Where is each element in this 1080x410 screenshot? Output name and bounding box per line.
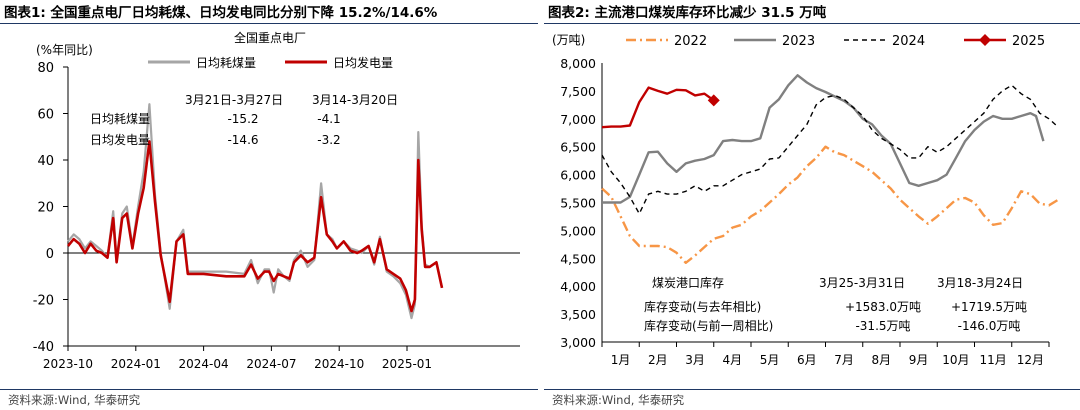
x-tick-label: 2024-01 — [111, 357, 161, 371]
x-tick-label: 6月 — [797, 353, 817, 367]
y-tick-label: 4,000 — [560, 279, 596, 294]
y-tick-label: 7,000 — [560, 112, 596, 127]
y-tick-label: -40 — [33, 340, 54, 355]
table-cell: -14.6 — [227, 133, 258, 147]
y-tick-label: 3,500 — [560, 307, 596, 322]
table-header: 3月14-3月20日 — [312, 93, 398, 107]
legend-label: 2024 — [892, 34, 925, 49]
y-tick-label: 3,000 — [560, 335, 596, 350]
series-end-marker — [707, 94, 720, 107]
y-tick-label: 40 — [37, 154, 54, 169]
series-line-日均发电量 — [66, 140, 444, 313]
y-axis-label: (万吨) — [552, 33, 585, 47]
table-cell: -3.2 — [317, 133, 340, 147]
x-tick-label: 9月 — [909, 353, 929, 367]
table-row-label: 日均发电量 — [90, 132, 150, 147]
table-row-label: 日均耗煤量 — [90, 112, 150, 126]
chart-panel-power-plants: 图表1: 全国重点电厂日均耗煤、日均发电同比分别下降 15.2%/14.6% 全… — [0, 0, 538, 410]
x-tick-label: 10月 — [942, 353, 969, 367]
y-tick-label: 7,500 — [560, 84, 596, 99]
x-tick-label: 2025-01 — [382, 357, 432, 371]
source-note: 资料来源:Wind, 华泰研究 — [552, 393, 685, 407]
y-tick-label: 5,500 — [560, 196, 596, 211]
x-tick-label: 12月 — [1017, 353, 1044, 367]
source-note: 资料来源:Wind, 华泰研究 — [8, 393, 141, 407]
power-plant-yoy-chart: 全国重点电厂 (%年同比) -40 -20 0 20 40 60 80 2023-10 2024-0… — [33, 30, 520, 371]
x-tick-label: 7月 — [834, 353, 854, 367]
chart-panel-title: 图表1: 全国重点电厂日均耗煤、日均发电同比分别下降 15.2%/14.6% — [4, 5, 438, 21]
series-line-2022 — [601, 145, 1059, 264]
legend-label: 2025 — [1012, 34, 1045, 49]
source-divider — [544, 389, 1080, 390]
source-divider — [0, 389, 538, 390]
chart-title: 全国重点电厂 — [234, 30, 306, 45]
table-row-label: 库存变动(与去年相比) — [644, 299, 761, 314]
x-tick-label: 5月 — [760, 353, 780, 367]
x-tick-label: 2024-10 — [314, 357, 364, 371]
table-header: 3月18-3月24日 — [937, 276, 1023, 290]
legend-marker — [979, 34, 991, 46]
chart-panel-port-inventory: 图表2: 主流港口煤炭库存环比减少 31.5 万吨 (万吨) 3,000 3,500… — [544, 0, 1080, 410]
title-divider — [0, 23, 538, 24]
x-tick-label: 4月 — [723, 353, 743, 367]
table-header: 3月25-3月31日 — [819, 276, 905, 290]
y-tick-label: 5,000 — [560, 223, 596, 238]
y-tick-label: 0 — [46, 247, 54, 262]
legend-label: 日均耗煤量 — [196, 56, 256, 70]
table-cell: -146.0万吨 — [958, 319, 1021, 333]
table-cell: -4.1 — [317, 112, 340, 126]
legend-label: 2023 — [782, 34, 815, 49]
y-tick-label: 8,000 — [560, 56, 596, 71]
port-coal-inventory-chart: (万吨) 3,000 3,500 4,000 4,500 5,000 5,500 6,000 6… — [552, 33, 1059, 367]
x-tick-label: 2月 — [648, 353, 668, 367]
table-header: 3月21日-3月27日 — [185, 93, 283, 107]
x-tick-label: 2023-10 — [43, 357, 93, 371]
table-cell: -15.2 — [227, 112, 258, 126]
table-cell: +1583.0万吨 — [845, 300, 921, 314]
table-cell: -31.5万吨 — [855, 319, 910, 333]
y-tick-label: 20 — [37, 201, 54, 216]
y-tick-label: 80 — [37, 61, 54, 76]
y-tick-label: -20 — [33, 294, 54, 309]
title-divider — [544, 23, 1080, 24]
series-line-2023 — [602, 74, 1045, 204]
x-tick-label: 3月 — [685, 353, 705, 367]
chart-panel-title: 图表2: 主流港口煤炭库存环比减少 31.5 万吨 — [548, 5, 827, 21]
series-line-2025 — [601, 86, 715, 129]
x-tick-label: 2024-04 — [179, 357, 229, 371]
table-cell: +1719.5万吨 — [951, 300, 1027, 314]
y-tick-label: 6,500 — [560, 140, 596, 155]
y-axis-label: (%年同比) — [36, 43, 93, 57]
x-tick-label: 8月 — [872, 353, 892, 367]
table-row-label: 库存变动(与前一周相比) — [644, 318, 773, 333]
table-title: 煤炭港口库存 — [652, 275, 724, 290]
y-tick-label: 4,500 — [560, 251, 596, 266]
series-line-2024 — [601, 84, 1059, 215]
x-tick-label: 1月 — [611, 353, 631, 367]
legend-label: 日均发电量 — [333, 55, 393, 70]
y-tick-label: 60 — [37, 108, 54, 123]
legend-label: 2022 — [674, 34, 707, 49]
y-tick-label: 6,000 — [560, 168, 596, 183]
x-tick-label: 11月 — [979, 353, 1006, 367]
x-tick-label: 2024-07 — [246, 357, 296, 371]
